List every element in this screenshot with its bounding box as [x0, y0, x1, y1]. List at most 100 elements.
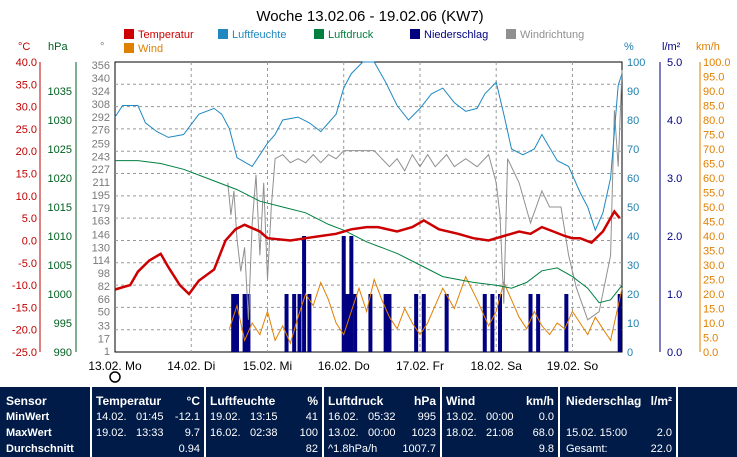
press-max-date: 13.02.: [328, 427, 359, 439]
tick-wind_speed: 100.0: [703, 57, 731, 69]
tick-wind_direction: 1: [104, 346, 110, 358]
wind-max-time: 21:08: [486, 427, 514, 439]
tick-wind_speed: 40.0: [703, 231, 724, 243]
hum-min-time: 13:15: [250, 411, 278, 423]
hum-min-date: 19.02.: [210, 411, 241, 423]
tick-precipitation: 4.0: [667, 115, 682, 127]
legend-label: Luftdruck: [328, 29, 374, 41]
tick-pressure: 1015: [48, 202, 72, 214]
tick-temperature: -5.0: [18, 258, 37, 270]
precip-bar: [444, 294, 449, 352]
unit-pressure: hPa: [48, 41, 68, 53]
unit-wind: km/h: [525, 394, 554, 408]
tick-wind_speed: 15.0: [703, 304, 724, 316]
tick-precipitation: 2.0: [667, 231, 682, 243]
tick-wind_direction: 243: [92, 151, 110, 163]
legend-swatch: [410, 29, 420, 39]
tick-temperature: -10.0: [12, 280, 37, 292]
legend-label: Luftfeuchte: [232, 29, 286, 41]
axis-unit-labels: °C hPa °% l/m² km/h: [18, 41, 720, 53]
x-tick-label: 14.02. Di: [167, 359, 215, 373]
tick-humidity: 0: [627, 347, 633, 359]
tick-pressure: 995: [54, 318, 72, 330]
precip-bar: [242, 294, 247, 352]
series-line-luftdruck: [115, 160, 623, 304]
axes: 40.035.030.025.020.015.010.05.00.0-5.0-1…: [12, 57, 731, 383]
tick-temperature: -25.0: [12, 347, 37, 359]
precip-bar: [246, 294, 251, 352]
col-divider: [440, 387, 442, 457]
col-temperatur: Temperatur °C 14.02. 01:45 -12.1 19.02. …: [92, 387, 204, 457]
chart-title: Woche 13.02.06 - 19.02.06 (KW7): [256, 8, 483, 25]
precip-bar: [349, 236, 354, 352]
series-line-temperatur: [114, 209, 621, 296]
legend-label: Windrichtung: [520, 29, 584, 41]
unit-temperature: °C: [18, 41, 30, 53]
col-sensor: Sensor MinWert MaxWert Durchschnitt: [0, 387, 90, 457]
tick-wind_direction: 163: [92, 216, 110, 228]
tick-wind_speed: 95.0: [703, 72, 724, 84]
tick-wind_direction: 308: [92, 99, 110, 111]
tick-wind_speed: 45.0: [703, 217, 724, 229]
hdr-luftfeuchte: Luftfeuchte: [210, 394, 276, 408]
precip-bar: [490, 294, 495, 352]
tick-wind_speed: 0.0: [703, 347, 718, 359]
hdr-luftdruck: Luftdruck: [328, 394, 384, 408]
unit-wind_direction: °: [100, 41, 104, 53]
tick-wind_direction: 227: [92, 164, 110, 176]
tick-wind_direction: 340: [92, 73, 110, 85]
precip-max-value: 2.0: [656, 427, 672, 439]
precip-bar: [297, 294, 302, 352]
tick-temperature: 25.0: [16, 124, 37, 136]
col-divider: [90, 387, 92, 457]
temp-max-time: 13:33: [136, 427, 164, 439]
tick-wind_direction: 17: [98, 333, 110, 345]
tick-temperature: 40.0: [16, 57, 37, 69]
tick-wind_direction: 130: [92, 242, 110, 254]
tick-pressure: 1035: [48, 86, 72, 98]
tick-wind_direction: 179: [92, 203, 110, 215]
unit-precipitation: l/m²: [662, 41, 681, 53]
precip-bar: [383, 294, 388, 352]
press-max-value: 1023: [411, 427, 436, 439]
hdr-temperatur: Temperatur: [96, 394, 162, 408]
x-tick-label: 19.02. So: [547, 359, 599, 373]
legend-label: Niederschlag: [424, 29, 488, 41]
precip-bar: [528, 294, 533, 352]
col-divider: [322, 387, 324, 457]
hum-max-date: 16.02.: [210, 427, 241, 439]
tick-wind_speed: 30.0: [703, 260, 724, 272]
tick-wind_speed: 20.0: [703, 289, 724, 301]
col-luftfeuchte: Luftfeuchte % 19.02. 13:15 41 16.02. 02:…: [206, 387, 322, 457]
tick-wind_direction: 356: [92, 60, 110, 72]
row-label-max: MaxWert: [6, 427, 52, 439]
chart-canvas: Woche 13.02.06 - 19.02.06 (KW7) Temperat…: [12, 8, 731, 383]
hdr-wind: Wind: [446, 394, 476, 408]
press-min-time: 05:32: [368, 411, 396, 423]
tick-wind_speed: 60.0: [703, 173, 724, 185]
precip-bar: [482, 294, 487, 352]
tick-pressure: 1020: [48, 173, 72, 185]
tick-wind_speed: 25.0: [703, 275, 724, 287]
tick-temperature: -15.0: [12, 302, 37, 314]
tick-pressure: 1010: [48, 231, 72, 243]
tick-wind_speed: 55.0: [703, 188, 724, 200]
x-axis-marker: [109, 371, 121, 383]
wind-min-date: 13.02.: [446, 411, 477, 423]
row-label-avg: Durchschnitt: [6, 443, 74, 455]
press-min-date: 16.02.: [328, 411, 359, 423]
precip-bar: [536, 294, 541, 352]
col-divider: [204, 387, 206, 457]
legend: Temperatur Luftfeuchte Luftdruck Niederschl…: [124, 29, 584, 55]
tick-pressure: 1005: [48, 260, 72, 272]
legend-label: Temperatur: [138, 29, 194, 41]
tick-wind_speed: 70.0: [703, 144, 724, 156]
unit-niederschlag: l/m²: [650, 394, 672, 408]
tick-wind_direction: 146: [92, 229, 110, 241]
unit-luftdruck: hPa: [413, 394, 436, 408]
legend-swatch: [314, 29, 324, 39]
tick-humidity: 40: [627, 231, 639, 243]
tick-humidity: 60: [627, 173, 639, 185]
wind-min-value: 0.0: [538, 411, 554, 423]
tick-wind_speed: 85.0: [703, 101, 724, 113]
